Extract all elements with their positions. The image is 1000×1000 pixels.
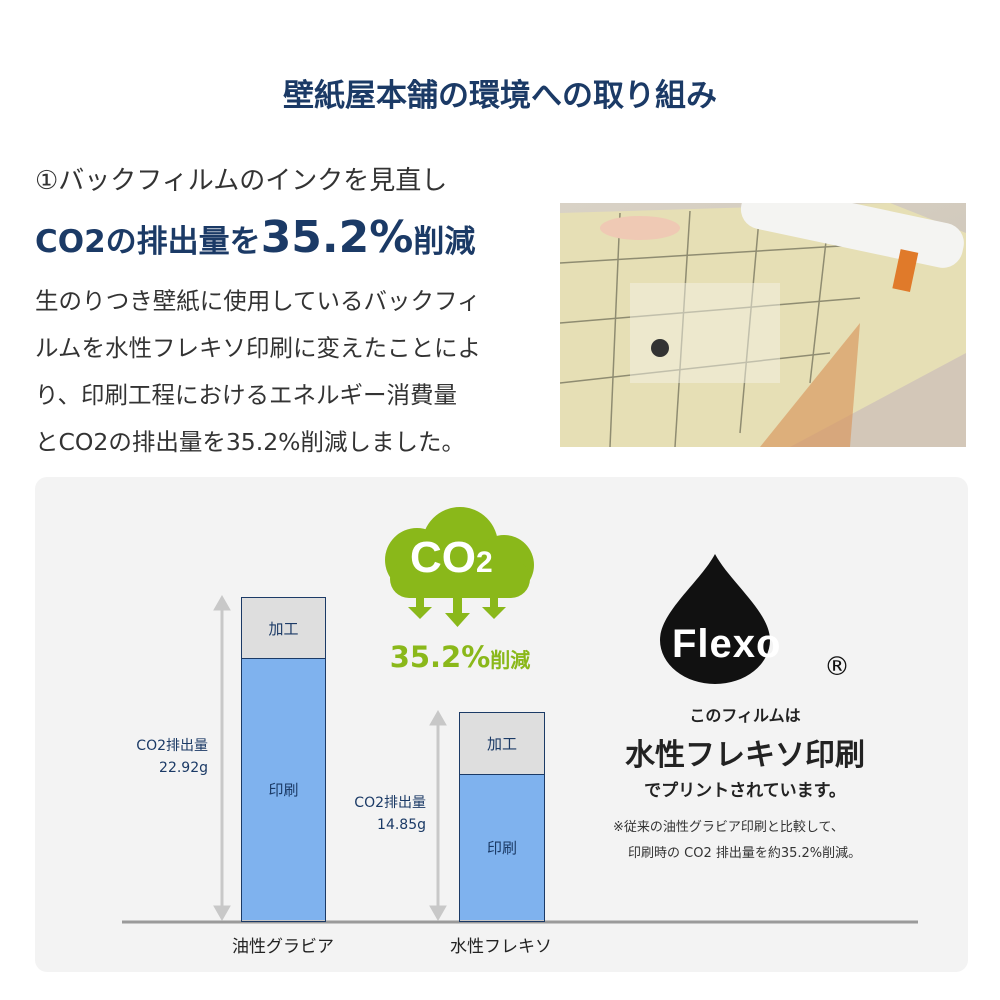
reduction-badge: 35.2%削減 [360, 640, 560, 674]
reduction-suffix: 削減 [490, 648, 531, 672]
bar-oil-gravure: 加工 印刷 [241, 597, 326, 922]
page-title: 壁紙屋本舗の環境への取り組み [283, 78, 717, 114]
cloud-subscript: 2 [476, 546, 493, 579]
segment-printing: 印刷 [242, 659, 325, 920]
flexo-note2: 印刷時の CO2 排出量を約35.2%削減。 [628, 846, 862, 861]
value-caption: CO2排出量 [354, 795, 426, 811]
category-label: 油性グラビア [232, 937, 334, 957]
flexo-line3: でプリントされています。 [644, 781, 846, 801]
arrow-oil [213, 594, 231, 922]
body-line: とCO2の排出量を35.2%削減しました。 [35, 428, 466, 456]
body-line: 生のりつき壁紙に使用しているバックフィ [35, 287, 481, 315]
segment-processing: 加工 [460, 713, 544, 775]
segment-printing: 印刷 [460, 775, 544, 920]
headline-value: 35.2% [260, 212, 414, 263]
value-label-water: CO2排出量 14.85g [316, 792, 426, 836]
section-headline: CO2の排出量を35.2%削減 [35, 212, 475, 263]
value-caption: CO2排出量 [136, 738, 208, 754]
flexo-note1: ※従来の油性グラビア印刷と比較して、 [613, 820, 844, 835]
section-subheading: ①バックフィルムのインクを見直し [35, 166, 448, 196]
headline-prefix: CO2の排出量を [35, 224, 261, 260]
flexo-drop-logo: Flexo [650, 552, 780, 684]
reduction-value: 35.2% [389, 640, 491, 674]
value-text: 14.85g [377, 817, 426, 833]
section-body: 生のりつき壁紙に使用しているバックフィ ルムを水性フレキソ印刷に変えたことによ … [35, 278, 545, 466]
registered-mark: ® [824, 652, 850, 682]
body-line: り、印刷工程におけるエネルギー消費量 [35, 381, 458, 409]
flexo-line1: このフィルムは [689, 706, 801, 725]
bar-water-flexo: 加工 印刷 [459, 712, 545, 922]
flexo-line2: 水性フレキソ印刷 [625, 738, 865, 773]
segment-processing: 加工 [242, 598, 325, 659]
value-text: 22.92g [159, 760, 208, 776]
arrow-water [429, 709, 447, 922]
value-label-oil: CO2排出量 22.92g [100, 735, 208, 779]
cloud-text: CO [410, 533, 476, 582]
headline-suffix: 削減 [413, 224, 476, 260]
co2-cloud-icon: CO2 [372, 505, 547, 630]
flexo-logo-text: Flexo [672, 622, 782, 666]
category-label: 水性フレキソ [450, 937, 552, 957]
product-photo [560, 203, 966, 447]
body-line: ルムを水性フレキソ印刷に変えたことによ [35, 334, 482, 362]
